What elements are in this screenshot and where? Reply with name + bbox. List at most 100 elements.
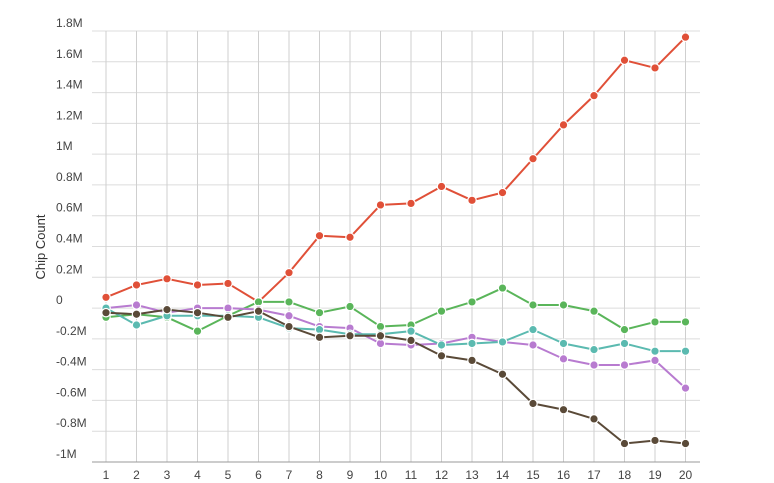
y-tick-label: 0 — [56, 293, 63, 307]
data-point — [497, 337, 508, 347]
data-point — [680, 317, 691, 327]
data-point — [467, 355, 477, 366]
y-tick-label: 0.8M — [56, 170, 83, 184]
data-point — [223, 278, 233, 289]
data-point — [650, 435, 660, 446]
data-point — [345, 330, 355, 341]
data-point — [680, 383, 691, 393]
x-tick-label: 19 — [648, 468, 662, 482]
data-point — [528, 324, 538, 335]
data-point — [345, 232, 355, 243]
data-point — [192, 280, 203, 290]
x-tick-label: 9 — [347, 468, 354, 482]
x-tick-label: 15 — [526, 468, 540, 482]
data-point — [192, 326, 203, 336]
data-point — [650, 63, 660, 73]
series-line-4 — [105, 307, 686, 353]
data-point — [314, 332, 325, 343]
y-axis-ticks: 1.8M 1.6M 1.4M 1.2M 1M 0.8M 0.6M 0.4M 0.2M 0 -0.2M… — [56, 16, 87, 461]
data-point — [589, 414, 599, 424]
data-point — [131, 280, 142, 290]
data-point — [528, 398, 538, 409]
x-tick-label: 10 — [374, 468, 388, 482]
series-line-3 — [105, 303, 687, 389]
series-lines — [101, 32, 691, 449]
x-tick-label: 3 — [164, 468, 171, 482]
x-tick-label: 2 — [133, 468, 140, 482]
data-point — [497, 369, 508, 380]
data-point — [284, 267, 294, 278]
data-point — [650, 346, 660, 356]
data-point — [436, 306, 447, 316]
x-tick-label: 12 — [435, 468, 449, 482]
data-point — [619, 360, 630, 370]
data-point — [589, 306, 599, 316]
data-point — [467, 195, 477, 206]
y-tick-label: -0.8M — [56, 416, 87, 430]
data-point — [528, 153, 538, 164]
x-tick-label: 17 — [587, 468, 601, 482]
y-tick-label: 1.8M — [56, 16, 83, 30]
y-tick-label: -0.2M — [56, 324, 87, 338]
data-point — [558, 354, 569, 364]
data-point — [131, 320, 142, 330]
x-tick-label: 1 — [103, 468, 110, 482]
data-point — [680, 32, 691, 42]
data-point — [131, 309, 142, 320]
data-point — [131, 300, 142, 310]
y-tick-label: 1.6M — [56, 47, 83, 61]
data-point — [223, 312, 233, 323]
grid-lines — [92, 30, 700, 463]
x-axis-ticks: 1 2 3 4 5 6 7 8 9 10 11 12 13 14 15 16 17 18 19 20 — [103, 468, 693, 482]
data-point — [467, 297, 477, 307]
x-tick-label: 5 — [225, 468, 232, 482]
data-point — [467, 338, 477, 349]
data-point — [162, 304, 172, 315]
y-axis-label: Chip Count — [33, 214, 48, 279]
x-tick-label: 14 — [496, 468, 510, 482]
data-point — [436, 181, 447, 192]
x-tick-label: 13 — [465, 468, 479, 482]
data-point — [375, 330, 386, 341]
data-point — [345, 301, 355, 312]
data-point — [284, 321, 294, 332]
x-tick-label: 7 — [286, 468, 293, 482]
y-tick-label: -0.4M — [56, 355, 87, 369]
data-point — [619, 438, 630, 449]
x-tick-label: 20 — [679, 468, 693, 482]
data-point — [284, 310, 294, 321]
data-point — [406, 326, 416, 336]
data-point — [558, 338, 569, 349]
data-point — [101, 292, 111, 303]
data-point — [680, 438, 691, 449]
data-point — [650, 355, 660, 366]
data-point — [619, 338, 630, 349]
data-point — [314, 230, 325, 241]
data-point — [619, 55, 630, 66]
data-point — [375, 200, 386, 210]
data-point — [528, 340, 538, 350]
x-tick-label: 4 — [194, 468, 201, 482]
data-point — [253, 306, 264, 316]
data-point — [619, 324, 630, 335]
data-point — [589, 90, 599, 101]
y-tick-label: 0.2M — [56, 262, 83, 276]
data-point — [497, 283, 508, 293]
series-line-1 — [105, 36, 687, 303]
data-point — [650, 317, 660, 327]
data-point — [558, 404, 569, 415]
y-tick-label: 1M — [56, 139, 73, 153]
series-line-5 — [105, 308, 686, 445]
y-tick-label: 0.6M — [56, 201, 83, 215]
y-tick-label: 1.2M — [56, 108, 83, 122]
data-point — [497, 187, 508, 198]
data-point — [101, 307, 111, 318]
data-point — [192, 307, 203, 318]
data-point — [436, 340, 447, 350]
data-point — [528, 300, 538, 310]
y-tick-label: 0.4M — [56, 232, 83, 246]
data-point — [406, 335, 416, 346]
data-point — [589, 344, 599, 355]
x-tick-label: 11 — [405, 468, 418, 482]
